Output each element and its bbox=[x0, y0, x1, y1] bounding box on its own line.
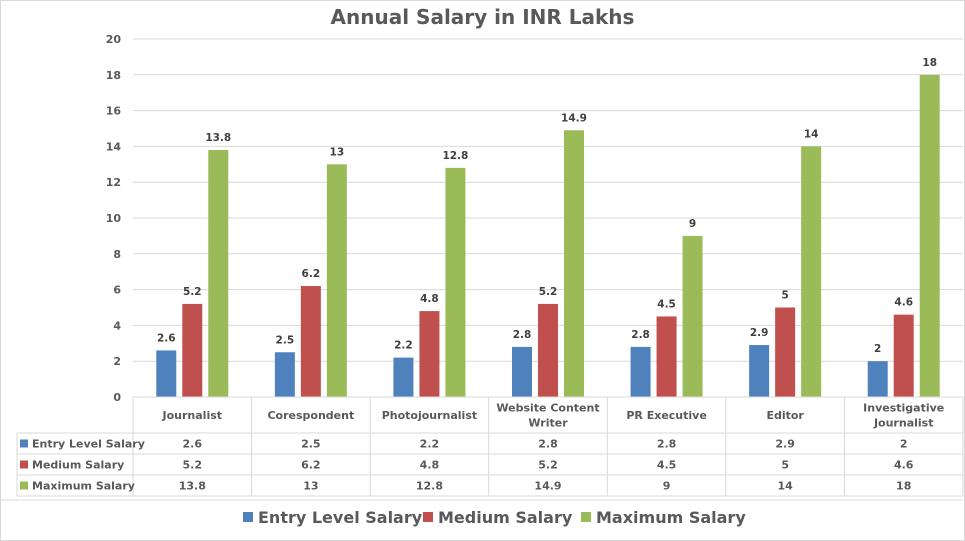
table-series-name: Maximum Salary bbox=[32, 480, 135, 493]
table-cell-value: 5.2 bbox=[183, 459, 203, 472]
data-label: 12.8 bbox=[442, 150, 468, 162]
legend-label: Entry Level Salary bbox=[258, 508, 423, 527]
data-label: 13 bbox=[330, 146, 345, 158]
table-cell-value: 9 bbox=[663, 480, 671, 493]
table-cell-value: 2 bbox=[900, 438, 908, 451]
category-label: Investigative bbox=[863, 402, 944, 415]
table-cell-value: 2.9 bbox=[775, 438, 795, 451]
data-label: 2.6 bbox=[157, 332, 176, 344]
y-tick-label: 0 bbox=[113, 391, 121, 404]
bar-entry-level-salary bbox=[630, 346, 651, 397]
legend-key bbox=[423, 512, 433, 522]
table-cell-value: 4.6 bbox=[894, 459, 914, 472]
table-cell-value: 13.8 bbox=[179, 480, 206, 493]
bar-medium-salary bbox=[419, 311, 440, 397]
data-label: 2.8 bbox=[631, 329, 650, 341]
data-label: 2 bbox=[874, 343, 881, 355]
data-label: 4.6 bbox=[894, 297, 913, 309]
y-tick-label: 6 bbox=[113, 284, 121, 297]
data-label: 2.9 bbox=[750, 327, 769, 339]
bar-entry-level-salary bbox=[512, 346, 532, 397]
bar-medium-salary bbox=[300, 286, 321, 397]
table-cell-value: 13 bbox=[303, 480, 318, 493]
category-label: Photojournalist bbox=[382, 409, 477, 422]
data-label: 13.8 bbox=[205, 132, 231, 144]
bar-entry-level-salary bbox=[867, 361, 888, 397]
data-label: 2.2 bbox=[394, 340, 413, 352]
category-label: Journalist bbox=[162, 409, 223, 422]
bar-medium-salary bbox=[656, 316, 677, 397]
data-label: 5.2 bbox=[183, 286, 202, 298]
table-cell-value: 12.8 bbox=[416, 480, 443, 493]
table-cell-value: 2.2 bbox=[420, 438, 440, 451]
table-series-name: Medium Salary bbox=[32, 459, 124, 472]
table-cell-value: 5.2 bbox=[538, 459, 558, 472]
bar-medium-salary bbox=[538, 303, 558, 397]
bar-medium-salary bbox=[182, 303, 203, 397]
bar-entry-level-salary bbox=[156, 350, 177, 397]
table-cell-value: 5 bbox=[781, 459, 789, 472]
data-label: 6.2 bbox=[302, 268, 321, 280]
table-cell-value: 2.6 bbox=[183, 438, 203, 451]
y-tick-label: 4 bbox=[113, 319, 121, 332]
bar-entry-level-salary bbox=[274, 352, 295, 397]
category-label: PR Executive bbox=[626, 409, 706, 422]
data-label: 14.9 bbox=[561, 112, 587, 124]
y-tick-label: 14 bbox=[106, 140, 122, 153]
bar-maximum-salary bbox=[919, 74, 940, 398]
data-label: 14 bbox=[804, 128, 819, 140]
table-legend-key bbox=[20, 439, 28, 448]
data-label: 18 bbox=[922, 57, 937, 69]
data-label: 5.2 bbox=[539, 286, 558, 298]
data-label: 5 bbox=[781, 290, 788, 302]
table-cell-value: 2.8 bbox=[657, 438, 677, 451]
category-label: Website Content bbox=[496, 402, 599, 415]
bar-medium-salary bbox=[775, 307, 796, 397]
bar-maximum-salary bbox=[208, 149, 229, 397]
table-cell-value: 4.8 bbox=[420, 459, 440, 472]
category-label: Corespondent bbox=[267, 409, 354, 422]
legend-key bbox=[243, 512, 253, 522]
bar-entry-level-salary bbox=[393, 357, 414, 397]
table-cell-value: 18 bbox=[896, 480, 911, 493]
category-label: Editor bbox=[766, 409, 804, 422]
category-label: Writer bbox=[528, 417, 568, 430]
data-label: 4.8 bbox=[420, 293, 439, 305]
table-cell-value: 14.9 bbox=[534, 480, 561, 493]
chart-title: Annual Salary in INR Lakhs bbox=[330, 5, 635, 29]
table-cell-value: 2.5 bbox=[301, 438, 321, 451]
legend-label: Maximum Salary bbox=[596, 508, 746, 527]
table-cell-value: 2.8 bbox=[538, 438, 558, 451]
table-series-name: Entry Level Salary bbox=[32, 438, 145, 451]
table-cell-value: 4.5 bbox=[657, 459, 677, 472]
bar-maximum-salary bbox=[682, 235, 703, 397]
y-tick-label: 12 bbox=[106, 176, 121, 189]
y-tick-label: 18 bbox=[106, 69, 121, 82]
category-label: Journalist bbox=[873, 417, 934, 430]
bar-maximum-salary bbox=[564, 130, 584, 398]
legend-label: Medium Salary bbox=[438, 508, 573, 527]
bar-medium-salary bbox=[893, 314, 914, 397]
bar-maximum-salary bbox=[801, 146, 822, 397]
data-label: 2.8 bbox=[513, 329, 532, 341]
y-tick-label: 10 bbox=[106, 212, 122, 225]
y-tick-label: 16 bbox=[106, 105, 122, 118]
bar-maximum-salary bbox=[445, 167, 466, 397]
data-label: 9 bbox=[689, 218, 696, 230]
data-label: 4.5 bbox=[657, 298, 676, 310]
table-legend-key bbox=[20, 460, 28, 469]
bar-maximum-salary bbox=[326, 164, 347, 397]
table-legend-key bbox=[20, 481, 28, 490]
table-cell-value: 14 bbox=[777, 480, 793, 493]
table-cell-value: 6.2 bbox=[301, 459, 321, 472]
y-tick-label: 20 bbox=[106, 33, 122, 46]
legend-key bbox=[581, 512, 591, 522]
bar-entry-level-salary bbox=[749, 345, 770, 397]
y-tick-label: 2 bbox=[113, 355, 121, 368]
data-label: 2.5 bbox=[276, 334, 295, 346]
y-tick-label: 8 bbox=[113, 248, 121, 261]
